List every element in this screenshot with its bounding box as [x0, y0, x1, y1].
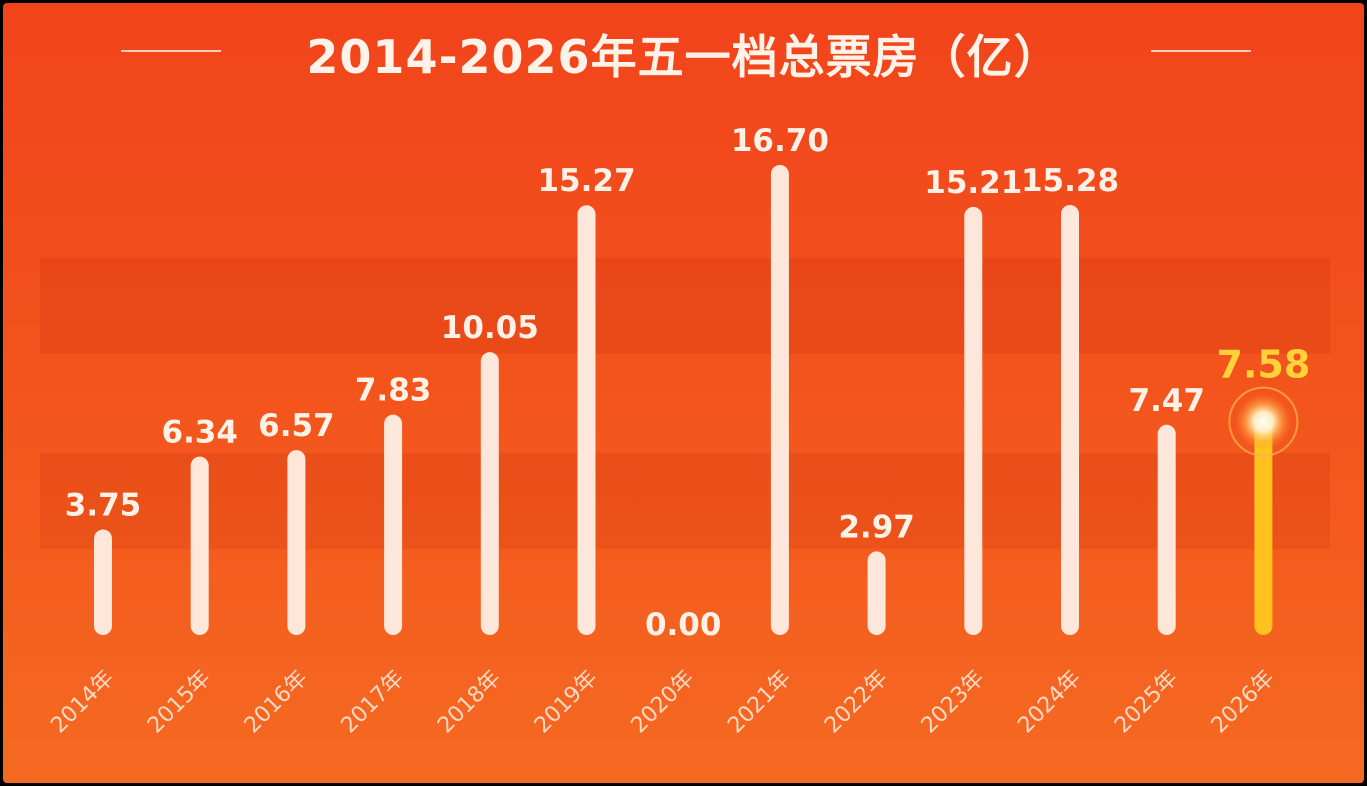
x-tick-label: 2015年	[143, 666, 216, 739]
x-tick-label: 2019年	[530, 666, 603, 739]
bar	[384, 414, 403, 635]
title-decor-line-right	[1151, 50, 1251, 52]
value-label: 6.57	[258, 408, 335, 444]
value-label: 6.34	[161, 415, 238, 451]
bar	[480, 352, 499, 635]
bar-chart: 3.75 2014年 6.34 2015年 6.57 2016年 7.83 2017年 10.0…	[46, 123, 1311, 739]
x-tick-label: 2020年	[627, 666, 700, 739]
value-label: 7.58	[1217, 343, 1311, 387]
chart-title: 2014-2026年五一档总票房（亿）	[306, 30, 1061, 84]
x-tick-label: 2014年	[46, 666, 119, 739]
x-tick-label: 2021年	[723, 666, 796, 739]
x-tick-label: 2018年	[433, 666, 506, 739]
value-label: 10.05	[441, 310, 539, 346]
chart-panel: 2014-2026年五一档总票房（亿） 3.75 2014年 6.34 2015年 6.…	[3, 3, 1364, 783]
background-band	[40, 258, 1330, 354]
value-label: 15.28	[1021, 163, 1119, 199]
title-decor-line-left	[121, 50, 221, 52]
bar	[770, 165, 789, 635]
bar	[1157, 424, 1176, 635]
bar-highlight	[1254, 421, 1273, 635]
bar	[190, 456, 209, 635]
bar	[867, 551, 886, 635]
highlight-glow	[1235, 393, 1292, 450]
value-label: 2.97	[838, 509, 915, 545]
bar	[287, 450, 306, 635]
x-tick-label: 2022年	[820, 666, 893, 739]
x-tick-label: 2026年	[1207, 666, 1280, 739]
background-band	[40, 453, 1330, 549]
bar	[964, 206, 983, 635]
x-tick-label: 2024年	[1013, 666, 1086, 739]
value-label: 15.27	[537, 163, 635, 199]
value-label: 16.70	[731, 123, 829, 159]
x-tick-label: 2025年	[1110, 666, 1183, 739]
x-tick-label: 2023年	[917, 666, 990, 739]
highlight-ring	[1228, 386, 1299, 457]
value-label: 7.47	[1128, 383, 1205, 419]
bar	[1061, 204, 1079, 636]
x-tick-label: 2017年	[337, 666, 410, 739]
value-label: 0.00	[645, 607, 722, 643]
value-label: 15.21	[924, 165, 1022, 201]
value-label: 3.75	[65, 487, 142, 523]
x-tick-label: 2016年	[240, 666, 313, 739]
bar	[94, 529, 112, 635]
value-label: 7.83	[355, 373, 432, 409]
bar	[577, 205, 596, 635]
